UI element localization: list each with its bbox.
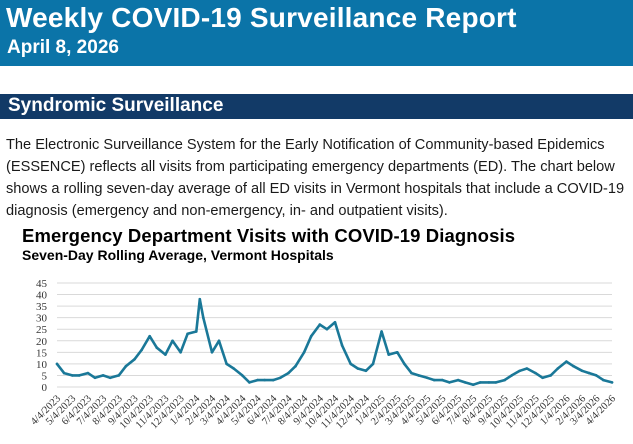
data-point	[248, 381, 251, 384]
data-point	[487, 381, 491, 384]
data-point	[602, 378, 605, 382]
data-point	[256, 378, 259, 382]
data-point	[86, 371, 90, 375]
data-point	[117, 374, 121, 377]
data-point	[93, 376, 97, 380]
data-point	[140, 348, 143, 352]
chart-subtitle: Seven-Day Rolling Average, Vermont Hospi…	[22, 247, 334, 263]
data-point	[587, 371, 591, 375]
data-point	[279, 376, 282, 380]
data-point	[425, 376, 429, 380]
data-point	[309, 334, 313, 338]
data-point	[70, 374, 74, 377]
data-point	[349, 362, 353, 366]
report-banner: Weekly COVID-19 Surveillance Report Apri…	[0, 0, 633, 66]
y-tick-label: 10	[36, 359, 48, 371]
data-point	[340, 344, 344, 347]
data-point	[333, 321, 337, 324]
data-point	[55, 362, 59, 366]
data-point	[541, 376, 544, 380]
data-point	[518, 369, 522, 373]
data-point	[78, 374, 81, 377]
data-point	[396, 351, 399, 354]
section-title: Syndromic Surveillance	[8, 95, 224, 116]
y-tick-label: 5	[42, 370, 48, 382]
data-point	[179, 351, 182, 354]
data-point	[287, 371, 290, 375]
series-line	[55, 297, 614, 387]
data-point	[417, 374, 420, 377]
section-description: The Electronic Surveillance System for t…	[6, 137, 625, 219]
data-point	[494, 381, 498, 384]
data-point	[171, 339, 174, 343]
data-point	[318, 323, 322, 326]
data-point	[448, 381, 451, 384]
data-point	[202, 316, 205, 320]
data-point	[164, 353, 167, 356]
data-point	[549, 374, 552, 377]
data-point	[556, 367, 560, 370]
data-point	[595, 374, 598, 377]
data-point	[271, 378, 275, 382]
data-point	[456, 378, 460, 382]
data-point	[195, 330, 198, 333]
y-tick-label: 0	[42, 382, 48, 394]
data-point	[356, 367, 360, 370]
data-point	[479, 381, 482, 384]
data-point	[503, 378, 506, 382]
data-point	[263, 378, 266, 382]
report-title: Weekly COVID-19 Surveillance Report	[6, 2, 517, 33]
data-point	[232, 367, 235, 370]
data-point	[463, 381, 467, 384]
data-point	[534, 371, 537, 375]
section-header: Syndromic Surveillance	[0, 94, 633, 119]
data-point	[433, 378, 436, 382]
data-point	[225, 362, 228, 366]
y-tick-label: 25	[36, 324, 48, 336]
data-point	[101, 374, 105, 377]
data-point	[371, 362, 375, 366]
data-point	[186, 332, 189, 336]
data-point	[565, 360, 568, 363]
data-point	[380, 330, 383, 333]
data-point	[441, 378, 444, 382]
data-point	[403, 362, 406, 366]
data-point	[133, 358, 136, 361]
data-point	[62, 371, 66, 375]
data-point	[410, 371, 413, 375]
data-point	[387, 353, 391, 356]
y-tick-label: 40	[36, 290, 48, 302]
data-point	[325, 327, 329, 331]
data-point	[294, 364, 297, 368]
y-tick-label: 20	[36, 336, 48, 348]
data-point	[217, 339, 221, 343]
data-point	[108, 376, 112, 380]
report-date: April 8, 2026	[7, 37, 119, 58]
data-point	[124, 364, 128, 368]
y-tick-label: 30	[36, 313, 48, 325]
data-point	[525, 367, 529, 370]
data-point	[572, 364, 575, 368]
data-point	[580, 369, 584, 373]
y-tick-label: 35	[36, 301, 48, 313]
data-point	[472, 383, 475, 387]
y-tick-label: 45	[36, 278, 48, 290]
data-point	[302, 351, 306, 354]
data-point	[364, 369, 368, 373]
chart-title: Emergency Department Visits with COVID-1…	[22, 225, 516, 246]
data-point	[241, 374, 244, 377]
y-tick-label: 15	[36, 347, 48, 359]
data-point	[510, 374, 513, 377]
data-point	[148, 334, 151, 338]
data-point	[210, 351, 214, 354]
data-point	[198, 297, 202, 301]
data-point	[610, 381, 614, 384]
data-point	[155, 346, 159, 350]
